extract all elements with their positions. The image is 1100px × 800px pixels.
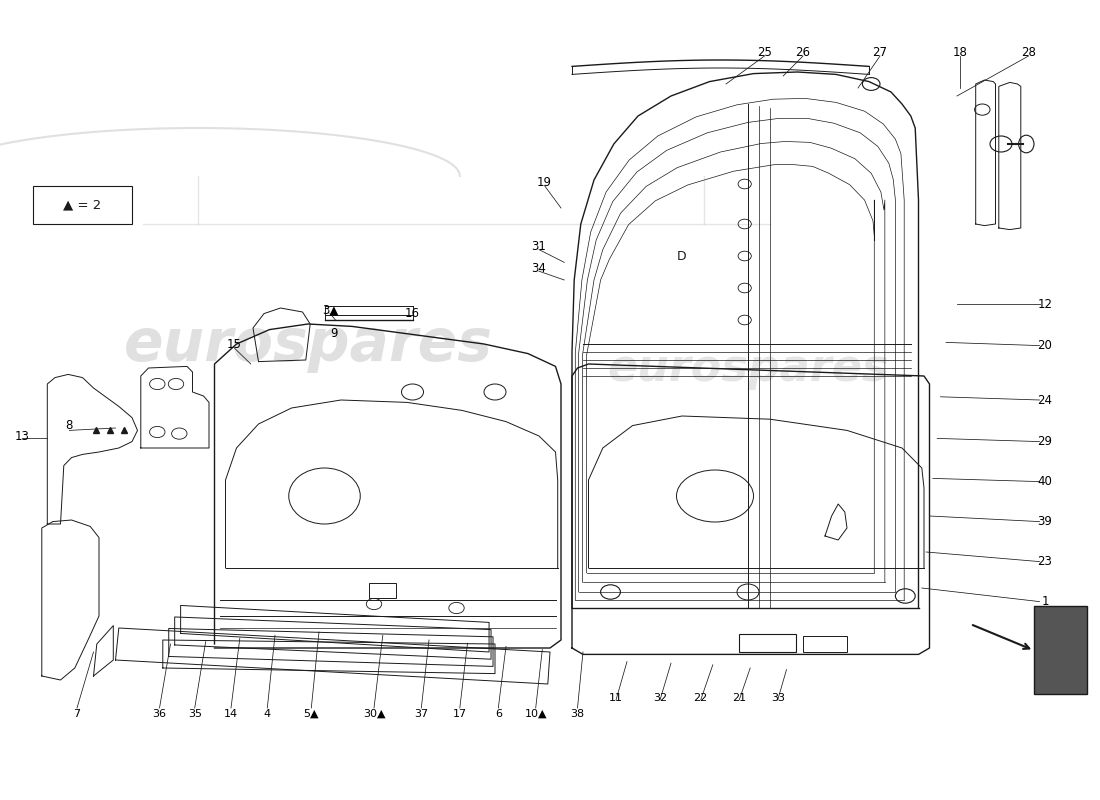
Text: 13: 13 [14, 430, 30, 442]
Text: 12: 12 [1037, 298, 1053, 310]
Text: 21: 21 [733, 693, 746, 702]
Text: 30▲: 30▲ [363, 709, 385, 718]
Text: 27: 27 [872, 46, 888, 58]
Text: 6: 6 [495, 709, 502, 718]
Text: eurospares: eurospares [123, 315, 493, 373]
Text: 32: 32 [653, 693, 667, 702]
Text: 28: 28 [1021, 46, 1036, 58]
Text: 16: 16 [405, 307, 420, 320]
Text: 10▲: 10▲ [525, 709, 547, 718]
Text: 39: 39 [1037, 515, 1053, 528]
Text: 18: 18 [953, 46, 968, 58]
Text: 24: 24 [1037, 394, 1053, 406]
Text: 5▲: 5▲ [304, 709, 319, 718]
Text: ▲ = 2: ▲ = 2 [64, 198, 101, 211]
Text: 33: 33 [771, 693, 784, 702]
Text: 9: 9 [331, 327, 338, 340]
Text: 19: 19 [537, 176, 552, 189]
Text: 7: 7 [74, 709, 80, 718]
Text: 26: 26 [795, 46, 811, 58]
Text: D: D [678, 250, 686, 262]
Text: eurospares: eurospares [607, 346, 889, 390]
Text: 22: 22 [694, 693, 707, 702]
Text: 8: 8 [66, 419, 73, 432]
Text: 25: 25 [757, 46, 772, 58]
Text: 17: 17 [453, 709, 466, 718]
FancyBboxPatch shape [1034, 606, 1087, 694]
Text: 14: 14 [224, 709, 238, 718]
Text: 36: 36 [153, 709, 166, 718]
Text: 23: 23 [1037, 555, 1053, 568]
Text: 31: 31 [531, 240, 547, 253]
Text: 4: 4 [264, 709, 271, 718]
Text: 11: 11 [609, 693, 623, 702]
Text: 37: 37 [415, 709, 428, 718]
Text: 20: 20 [1037, 339, 1053, 352]
Text: 3▲: 3▲ [322, 304, 338, 317]
Text: 15: 15 [227, 338, 242, 350]
Text: 35: 35 [188, 709, 201, 718]
Text: 34: 34 [531, 262, 547, 274]
Text: 40: 40 [1037, 475, 1053, 488]
Text: 1: 1 [1042, 595, 1048, 608]
Text: 38: 38 [571, 709, 584, 718]
Text: 29: 29 [1037, 435, 1053, 448]
